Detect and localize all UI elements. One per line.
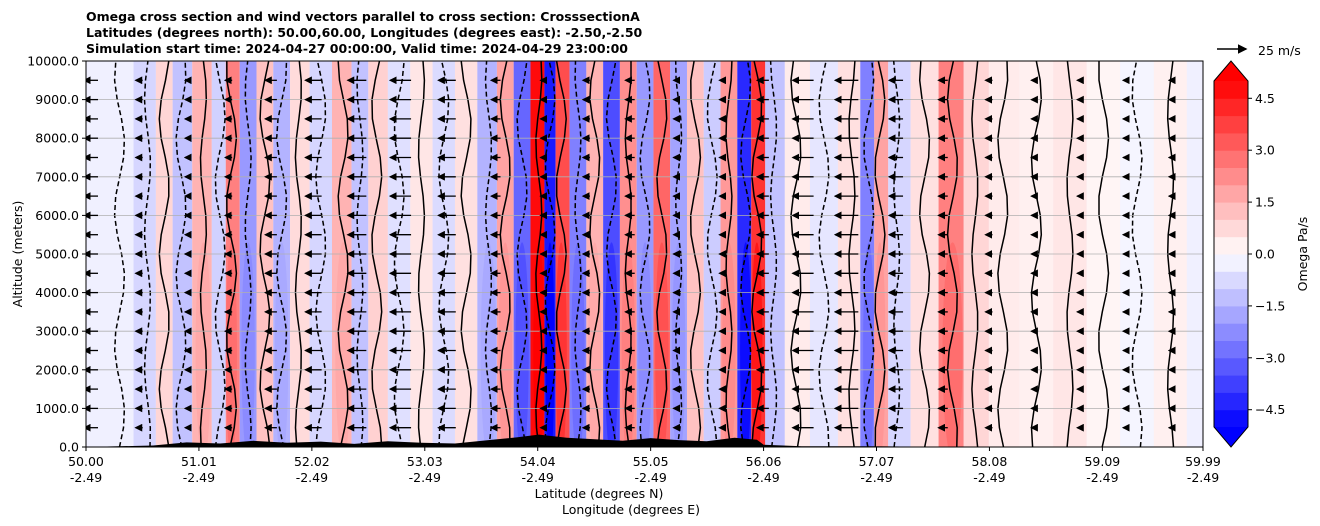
colorbar-segment xyxy=(1214,202,1248,220)
x-axis: 50.00-2.4951.01-2.4952.02-2.4953.03-2.49… xyxy=(68,447,1221,485)
y-tick-label: 2000.0 xyxy=(35,362,79,377)
colorbar-segment xyxy=(1214,392,1248,411)
colorbar-segment xyxy=(1214,271,1248,290)
colorbar-tick-label: −1.5 xyxy=(1255,298,1285,313)
omega-core xyxy=(241,242,255,447)
y-tick-label: 9000.0 xyxy=(35,92,79,107)
colorbar-label: Omega Pa/s xyxy=(1295,217,1310,292)
colorbar-tick-label: 0.0 xyxy=(1255,247,1275,262)
colorbar-segment xyxy=(1214,150,1248,168)
y-tick-label: 0.0 xyxy=(59,440,79,455)
reference-vector-label: 25 m/s xyxy=(1258,43,1301,58)
x-tick-label-lat: 59.99 xyxy=(1185,454,1221,469)
x-tick-label-lon: -2.49 xyxy=(296,470,328,485)
terrain-orography xyxy=(86,434,1203,447)
colorbar-segment xyxy=(1214,357,1248,376)
y-tick-label: 10000.0 xyxy=(27,54,79,69)
colorbar-outline xyxy=(1213,60,1249,448)
x-tick-label-lon: -2.49 xyxy=(70,470,102,485)
y-axis-label: Altitude (meters) xyxy=(10,201,25,308)
title-line-1: Omega cross section and wind vectors par… xyxy=(86,9,640,24)
colorbar xyxy=(1213,60,1249,448)
x-tick-label-lon: -2.49 xyxy=(1187,470,1219,485)
colorbar-segment xyxy=(1214,288,1248,307)
colorbar-segment xyxy=(1214,81,1248,99)
colorbar-segment xyxy=(1214,254,1248,272)
x-tick-label-lat: 55.05 xyxy=(633,454,669,469)
plot-area xyxy=(85,60,1204,448)
x-tick-label-lon: -2.49 xyxy=(1086,470,1118,485)
y-tick-label: 4000.0 xyxy=(35,285,79,300)
x-tick-label-lon: -2.49 xyxy=(973,470,1005,485)
omega-core xyxy=(874,242,886,447)
title-line-2: Latitudes (degrees north): 50.00,60.00, … xyxy=(86,25,643,40)
colorbar-segment xyxy=(1214,98,1248,117)
omega-core xyxy=(638,242,652,447)
omega-core xyxy=(515,242,529,447)
colorbar-segment xyxy=(1214,375,1248,393)
x-tick-label-lon: -2.49 xyxy=(183,470,215,485)
omega-core xyxy=(740,242,752,447)
x-tick-label-lat: 51.01 xyxy=(181,454,217,469)
colorbar-segment xyxy=(1214,340,1248,359)
colorbar-segment xyxy=(1214,219,1248,238)
omega-core xyxy=(555,242,567,447)
x-tick-label-lat: 50.00 xyxy=(68,454,104,469)
omega-core xyxy=(274,242,289,447)
y-tick-label: 7000.0 xyxy=(35,169,79,184)
colorbar-segment xyxy=(1214,305,1248,324)
colorbar-segment xyxy=(1214,132,1248,151)
x-tick-label-lat: 56.06 xyxy=(746,454,782,469)
x-tick-label-lat: 54.04 xyxy=(520,454,556,469)
omega-core xyxy=(498,242,513,447)
colorbar-extend-min xyxy=(1214,427,1248,447)
colorbar-segment xyxy=(1214,167,1248,186)
y-axis: 0.0 1000.0 2000.0 3000.0 4000.0 5000.0 6000.0 7… xyxy=(27,54,86,455)
omega-core xyxy=(545,242,555,447)
x-tick-label-lat: 57.07 xyxy=(859,454,895,469)
x-tick-label-lat: 59.09 xyxy=(1084,454,1120,469)
colorbar-extend-max xyxy=(1214,61,1248,81)
y-tick-label: 5000.0 xyxy=(35,247,79,262)
x-axis-label-longitude: Longitude (degrees E) xyxy=(562,502,700,517)
y-tick-label: 6000.0 xyxy=(35,208,79,223)
x-axis-label-latitude: Latitude (degrees N) xyxy=(535,486,664,501)
colorbar-segment xyxy=(1214,409,1248,428)
colorbar-tick-label: 4.5 xyxy=(1255,91,1275,106)
omega-core xyxy=(722,242,736,447)
colorbar-tick-label: −3.0 xyxy=(1255,350,1285,365)
colorbar-segment xyxy=(1214,323,1248,341)
x-tick-label-lon: -2.49 xyxy=(634,470,666,485)
x-tick-label-lon: -2.49 xyxy=(522,470,554,485)
x-tick-label-lon: -2.49 xyxy=(409,470,441,485)
omega-core xyxy=(863,242,875,447)
omega-core xyxy=(195,242,212,447)
y-tick-label: 1000.0 xyxy=(35,401,79,416)
x-tick-label-lat: 53.03 xyxy=(407,454,443,469)
colorbar-tick-label: 1.5 xyxy=(1255,195,1275,210)
colorbar-ticks: 4.5 3.0 1.5 0.0 −1.5 −3.0 −4.5 xyxy=(1248,91,1285,417)
colorbar-tick-label: −4.5 xyxy=(1255,402,1285,417)
colorbar-segment xyxy=(1214,115,1248,134)
colorbar-segment xyxy=(1214,236,1248,255)
y-tick-label: 8000.0 xyxy=(35,131,79,146)
x-tick-label-lat: 58.08 xyxy=(972,454,1008,469)
omega-core xyxy=(588,242,602,447)
x-tick-label-lat: 52.02 xyxy=(294,454,330,469)
title-line-3: Simulation start time: 2024-04-27 00:00:… xyxy=(86,41,628,56)
omega-core xyxy=(571,242,585,447)
x-tick-label-lon: -2.49 xyxy=(860,470,892,485)
x-tick-label-lon: -2.49 xyxy=(747,470,779,485)
chart-title: Omega cross section and wind vectors par… xyxy=(86,9,642,57)
colorbar-tick-label: 3.0 xyxy=(1255,143,1275,158)
y-tick-label: 3000.0 xyxy=(35,324,79,339)
colorbar-segment xyxy=(1214,184,1248,203)
